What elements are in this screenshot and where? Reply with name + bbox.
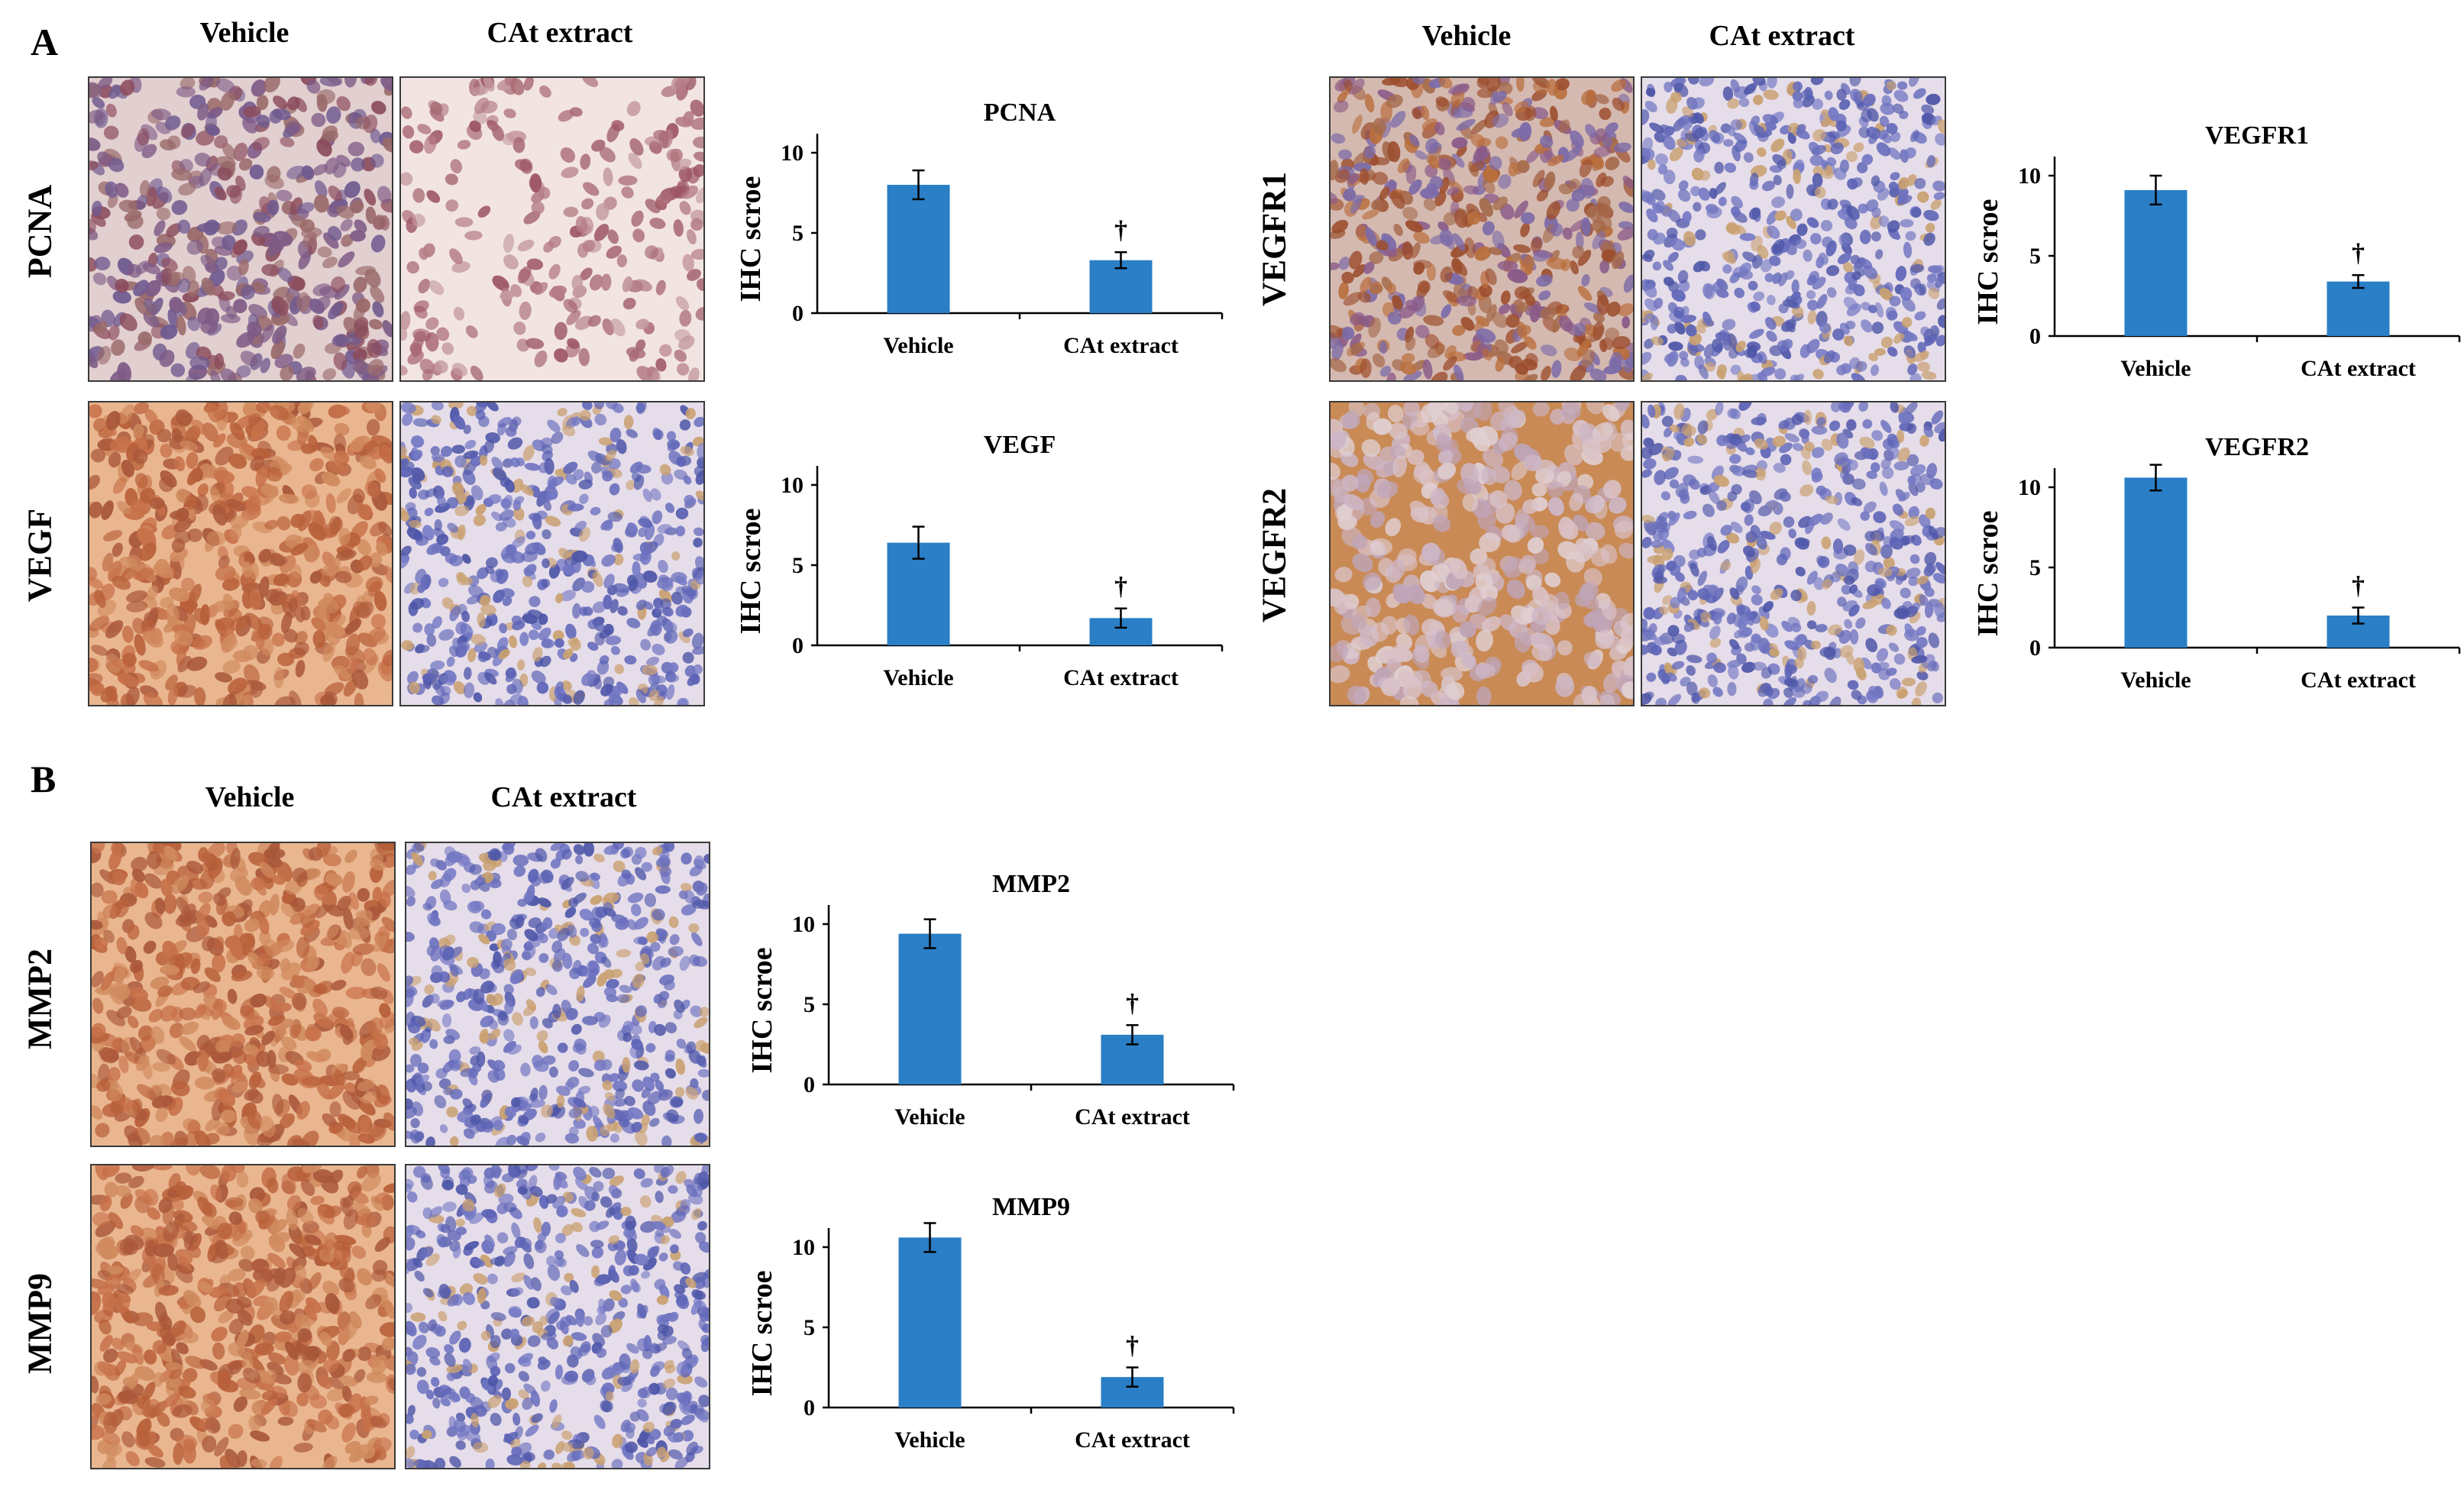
y-tick-label: 5 (804, 992, 815, 1017)
y-axis-label: IHC scroe (746, 948, 778, 1074)
x-tick-label: CAt extract (1063, 333, 1179, 358)
y-tick-label: 0 (792, 633, 804, 658)
significance-dagger: † (1126, 989, 1139, 1017)
x-tick-label: Vehicle (2120, 356, 2191, 381)
row-label-mmp9: MMP9 (21, 1273, 59, 1374)
column-header-cat-extract: CAt extract (1709, 20, 1855, 52)
bar (2327, 281, 2390, 336)
bar-chart-vegfr1: VEGFR1 IHC scroe 0 5 10 Vehicle † CAt extract (1951, 107, 2464, 412)
bar (2124, 189, 2188, 336)
y-tick-label: 5 (792, 553, 804, 578)
y-axis-label: IHC scroe (1972, 199, 2004, 325)
y-tick-label: 0 (2029, 635, 2041, 661)
y-tick-label: 0 (804, 1072, 815, 1097)
bar-chart-vegf: VEGF IHC scroe 0 5 10 Vehicle † CAt extract (714, 416, 1264, 722)
micrograph-vegfr1-cat-extract (1641, 76, 1946, 382)
x-tick-label: CAt extract (1063, 665, 1179, 690)
bar-chart-svg: VEGF IHC scroe 0 5 10 Vehicle † CAt extract (735, 431, 1224, 690)
x-tick-label: CAt extract (2301, 356, 2416, 381)
chart-title: PCNA (984, 99, 1056, 127)
x-tick-label: Vehicle (894, 1427, 965, 1453)
bar (898, 933, 962, 1084)
bar (887, 185, 950, 313)
micrograph-vegfr2-vehicle (1329, 401, 1635, 706)
significance-dagger: † (2352, 572, 2365, 600)
y-tick-label: 10 (781, 473, 804, 498)
chart-title: MMP9 (992, 1193, 1070, 1221)
x-tick-label: Vehicle (883, 333, 953, 358)
y-tick-label: 5 (2029, 244, 2041, 269)
x-tick-label: CAt extract (1075, 1104, 1190, 1130)
significance-dagger: † (2352, 239, 2365, 267)
y-tick-label: 0 (2029, 324, 2041, 349)
bar-chart-svg: PCNA IHC scroe 0 5 10 Vehicle † CAt extract (735, 99, 1224, 358)
y-tick-label: 5 (792, 221, 804, 246)
y-tick-label: 10 (2018, 475, 2041, 500)
x-tick-label: Vehicle (883, 665, 953, 690)
chart-title: VEGFR2 (2205, 433, 2309, 461)
row-label-mmp2: MMP2 (21, 949, 59, 1049)
bar-chart-svg: VEGFR1 IHC scroe 0 5 10 Vehicle † CAt extract (1972, 121, 2461, 381)
chart-title: VEGFR1 (2205, 121, 2309, 150)
significance-dagger: † (1114, 573, 1127, 601)
micrograph-mmp2-vehicle (90, 842, 396, 1147)
y-tick-label: 0 (792, 301, 804, 326)
x-tick-label: CAt extract (1075, 1427, 1190, 1453)
y-tick-label: 5 (2029, 555, 2041, 580)
column-header-vehicle: Vehicle (199, 17, 289, 49)
bar-chart-pcna: PCNA IHC scroe 0 5 10 Vehicle † CAt extract (714, 84, 1264, 389)
column-header-vehicle: Vehicle (205, 781, 295, 813)
bar-chart-vegfr2: VEGFR2 IHC scroe 0 5 10 Vehicle † CAt extract (1951, 419, 2464, 724)
panel-letter-a: A (31, 21, 59, 63)
y-axis-label: IHC scroe (1972, 511, 2004, 637)
chart-title: MMP2 (992, 870, 1070, 898)
column-header-vehicle: Vehicle (1421, 20, 1512, 52)
y-tick-label: 10 (792, 912, 815, 937)
y-tick-label: 0 (804, 1395, 815, 1421)
bar-chart-mmp9: MMP9 IHC scroe 0 5 10 Vehicle † CAt extract (726, 1178, 1276, 1484)
y-axis-label: IHC scroe (735, 509, 767, 635)
micrograph-vegf-cat-extract (399, 401, 705, 706)
micrograph-mmp2-cat-extract (405, 842, 710, 1147)
bar (2124, 477, 2188, 648)
micrograph-mmp9-vehicle (90, 1164, 396, 1469)
chart-title: VEGF (984, 431, 1056, 459)
row-label-vegf: VEGF (21, 508, 59, 603)
x-tick-label: Vehicle (894, 1104, 965, 1130)
column-header-cat-extract: CAt extract (490, 781, 637, 813)
bar-chart-svg: VEGFR2 IHC scroe 0 5 10 Vehicle † CAt extract (1972, 433, 2461, 693)
bar-chart-svg: MMP9 IHC scroe 0 5 10 Vehicle † CAt extract (746, 1193, 1235, 1453)
x-tick-label: CAt extract (2301, 667, 2416, 693)
y-tick-label: 10 (2018, 163, 2041, 189)
bar (887, 542, 950, 645)
micrograph-mmp9-cat-extract (405, 1164, 710, 1469)
y-tick-label: 10 (781, 141, 804, 166)
x-tick-label: Vehicle (2120, 667, 2191, 693)
column-header-cat-extract: CAt extract (487, 17, 633, 49)
micrograph-vegf-vehicle (88, 401, 393, 706)
row-label-pcna: PCNA (21, 184, 59, 279)
y-axis-label: IHC scroe (735, 176, 767, 302)
bar-chart-mmp2: MMP2 IHC scroe 0 5 10 Vehicle † CAt extract (726, 855, 1276, 1161)
micrograph-pcna-vehicle (88, 76, 393, 382)
micrograph-pcna-cat-extract (399, 76, 705, 382)
significance-dagger: † (1114, 216, 1127, 244)
bar (898, 1237, 962, 1408)
significance-dagger: † (1126, 1332, 1139, 1360)
y-axis-label: IHC scroe (746, 1271, 778, 1397)
micrograph-vegfr2-cat-extract (1641, 401, 1946, 706)
y-tick-label: 5 (804, 1315, 815, 1340)
panel-letter-b: B (31, 758, 57, 800)
bar-chart-svg: MMP2 IHC scroe 0 5 10 Vehicle † CAt extract (746, 870, 1235, 1130)
y-tick-label: 10 (792, 1235, 815, 1260)
micrograph-vegfr1-vehicle (1329, 76, 1635, 382)
